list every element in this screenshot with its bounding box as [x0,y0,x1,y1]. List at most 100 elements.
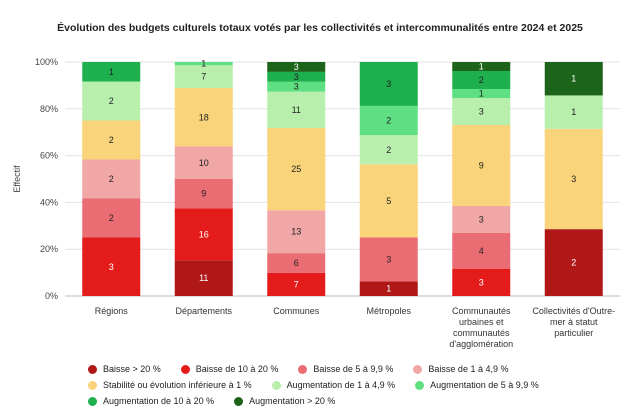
x-category-label-line: Régions [95,306,129,316]
bar-segment [174,260,233,296]
bar-segment [82,198,141,238]
bar-segment [82,120,141,160]
bar-segment [544,95,603,129]
legend-label: Augmentation > 20 % [249,396,336,406]
bar-segment [82,237,141,296]
bar-segment-label: 3 [571,174,576,184]
y-tick-label: 60% [40,151,58,161]
bar-segment [452,125,511,206]
bar-segment [359,237,418,282]
bar-segment [82,81,141,121]
bar-segment [544,62,603,96]
bar-segment-label: 1 [201,59,206,69]
bar-segment-label: 11 [199,273,208,283]
bar-segment-label: 13 [291,227,301,237]
legend-label: Baisse de 5 à 9,9 % [313,364,394,374]
bar-segment-label: 1 [479,89,484,99]
legend-swatch [413,364,423,374]
bar-segment-label: 2 [109,213,114,223]
y-tick-label: 80% [40,104,58,114]
y-tick-label: 40% [40,197,58,207]
legend-swatch [88,396,97,406]
bar-segment-label: 3 [386,79,391,89]
x-category-label-line: Communes [273,306,320,316]
bar-segment [359,105,418,136]
x-category-label-line: urbaines et [459,317,504,327]
bar-segment-label: 2 [386,116,391,126]
bar-segment-label: 11 [292,105,301,115]
legend-item[interactable]: Stabilité ou évolution inférieure à 1 % [88,380,252,390]
bar-segment [267,253,326,273]
x-category-label: Régions [95,306,129,316]
bar-segment [267,62,326,72]
bar-segment [174,88,233,147]
bar-segment-label: 2 [109,96,114,106]
bar-segment-label: 2 [386,145,391,155]
bar-segment [359,281,418,296]
bar-segment [267,71,326,82]
bar-segment-label: 5 [386,196,391,206]
bar-segment-label: 3 [386,254,391,264]
legend-row: Augmentation de 10 à 20 % Augmentation > … [88,396,568,406]
legend-swatch [88,364,97,374]
bar-segment-label: 1 [571,107,576,117]
x-category-label-line: communautés [453,328,510,338]
x-category-label: Collectivités d'Outre-mer à statut partic… [532,306,615,338]
bar-segment [452,62,511,71]
bar-segment [452,269,511,296]
legend-row: Stabilité ou évolution inférieure à 1 % A… [88,380,568,390]
legend-label: Augmentation de 1 à 4,9 % [286,380,396,390]
legend-swatch [415,380,425,390]
x-category-label-line: Collectivités d'Outre- [532,306,615,316]
y-tick-label: 100% [35,57,58,67]
legend-label: Baisse de 10 à 20 % [195,364,279,374]
bar-segment-label: 25 [291,164,301,174]
chart-title: Évolution des budgets culturels totaux v… [57,22,583,34]
legend-item[interactable]: Baisse de 1 à 4,9 % [413,364,508,374]
x-category-label-line: d'agglomération [449,339,513,349]
legend-label: Augmentation de 5 à 9,9 % [430,380,539,390]
x-category-label-line: mer à statut [550,317,598,327]
bar-segment-label: 1 [571,74,576,84]
bar-segment-label: 3 [294,62,299,72]
bar-segment [544,229,603,296]
bar-segment-label: 18 [199,112,209,122]
bar-segment-label: 3 [479,215,484,225]
bar-segment [174,65,233,88]
legend-swatch [88,380,97,390]
bar-segment-label: 6 [294,258,299,268]
legend-row: Baisse > 20 % Baisse de 10 à 20 % Baisse d… [88,364,568,374]
x-category-label: Communes [273,306,320,316]
legend-item[interactable]: Augmentation > 20 % [234,396,335,406]
bar-segment [267,91,326,128]
x-category-label-line: Départements [175,306,232,316]
bar-segment [174,208,233,261]
bar-segment [359,164,418,238]
legend-item[interactable]: Augmentation de 1 à 4,9 % [271,380,396,390]
legend-swatch [298,364,308,374]
legend-label: Baisse > 20 % [103,364,161,374]
legend-item[interactable]: Baisse de 5 à 9,9 % [298,364,393,374]
bar-segment-label: 1 [386,284,391,294]
bar-segment [452,98,511,125]
bar-segment [82,62,141,82]
bar-segment-label: 16 [199,229,209,239]
legend-item[interactable]: Augmentation de 5 à 9,9 % [415,380,539,390]
x-category-label-line: Métropoles [366,306,411,316]
legend-item[interactable]: Augmentation de 10 à 20 % [88,396,214,406]
bar-segment [359,62,418,106]
bar-segment [452,233,511,269]
bar-segment [544,128,603,230]
bar-segment-label: 2 [109,135,114,145]
x-category-label-line: Communautés [452,306,511,316]
x-category-label-line: particulier [554,328,593,338]
bar-segment [174,62,233,66]
x-category-label: Métropoles [366,306,411,316]
bar-segment [267,127,326,211]
bar-segment-label: 4 [479,246,484,256]
bar-segment-label: 1 [109,67,114,77]
legend-item[interactable]: Baisse de 10 à 20 % [180,364,279,374]
legend-item[interactable]: Baisse > 20 % [88,364,161,374]
legend-label: Stabilité ou évolution inférieure à 1 % [103,380,252,390]
bar-segment [359,135,418,165]
